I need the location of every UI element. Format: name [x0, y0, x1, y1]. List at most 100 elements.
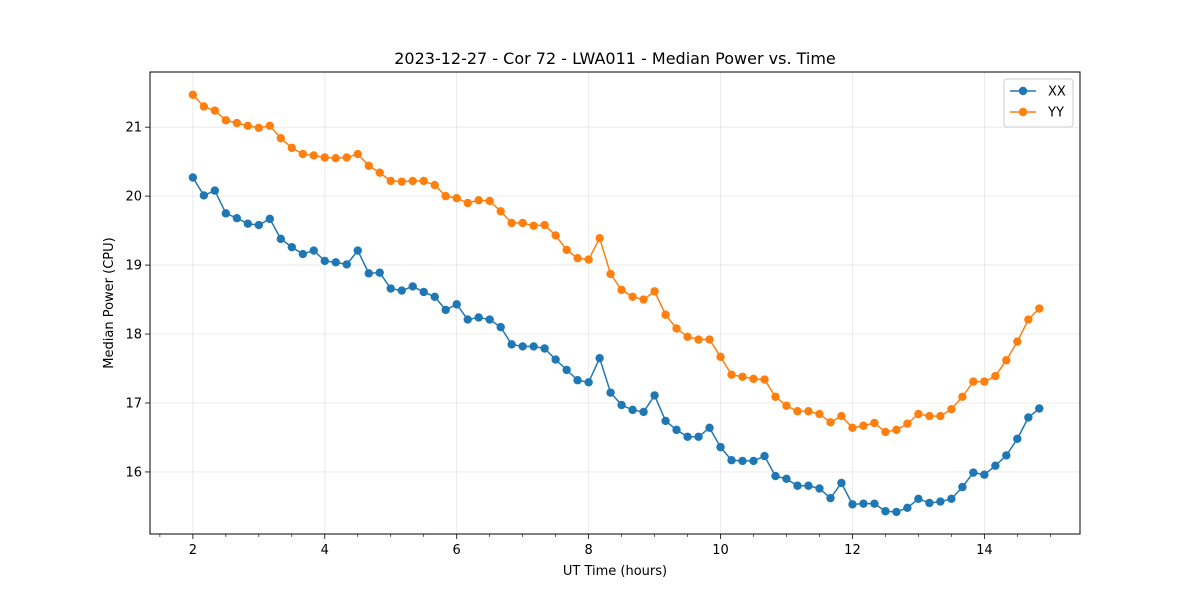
data-point-xx	[496, 322, 505, 332]
data-point-yy	[562, 245, 571, 255]
data-point-yy	[892, 425, 901, 435]
data-point-yy	[804, 407, 813, 416]
y-tick-label: 16	[125, 465, 142, 480]
data-point-xx	[320, 256, 329, 266]
data-point-xx	[309, 246, 318, 255]
legend: XX YY	[1003, 78, 1074, 128]
data-point-xx	[826, 493, 835, 503]
data-point-xx	[353, 246, 362, 255]
data-point-yy	[496, 207, 505, 216]
data-point-yy	[463, 198, 472, 208]
data-point-xx	[782, 474, 791, 484]
data-point-yy	[573, 253, 582, 263]
data-point-yy	[309, 151, 318, 160]
data-point-yy	[749, 374, 758, 384]
data-point-yy	[276, 134, 285, 143]
data-point-yy	[1035, 304, 1044, 313]
data-point-xx	[1024, 413, 1033, 422]
legend-marker-yy	[1018, 107, 1028, 117]
data-point-yy	[903, 419, 912, 428]
data-point-yy	[991, 371, 1000, 381]
data-point-xx	[760, 451, 769, 461]
data-point-yy	[529, 221, 538, 230]
data-point-xx	[331, 258, 340, 267]
data-point-yy	[914, 409, 923, 419]
data-point-yy	[265, 121, 275, 130]
data-point-xx	[595, 353, 604, 363]
data-point-xx	[639, 407, 648, 417]
data-point-xx	[892, 507, 901, 517]
data-point-xx	[881, 507, 890, 516]
data-point-yy	[958, 392, 967, 401]
data-point-yy	[650, 287, 659, 296]
data-point-xx	[1035, 404, 1044, 413]
data-point-xx	[386, 284, 395, 293]
x-axis-label: UT Time (hours)	[563, 564, 667, 579]
data-point-xx	[925, 498, 934, 508]
data-point-xx	[474, 313, 483, 322]
series-layer	[188, 90, 1044, 517]
data-point-yy	[353, 149, 362, 159]
data-point-xx	[771, 471, 780, 481]
data-point-yy	[969, 377, 978, 386]
plot-area-frame	[149, 71, 1081, 535]
data-point-yy	[628, 292, 637, 301]
data-point-xx	[221, 209, 231, 218]
data-point-xx	[848, 500, 857, 509]
data-point-yy	[727, 370, 736, 379]
data-point-xx	[243, 219, 253, 228]
data-point-xx	[287, 242, 297, 252]
data-point-yy	[595, 233, 604, 243]
data-point-xx	[738, 456, 747, 466]
data-point-yy	[870, 418, 879, 428]
data-point-yy	[364, 161, 373, 170]
x-tick-label: 10	[712, 543, 729, 558]
y-tick-label: 19	[125, 259, 142, 274]
data-point-yy	[925, 411, 934, 421]
data-point-yy	[232, 118, 242, 128]
data-point-yy	[980, 377, 989, 386]
data-point-xx	[804, 481, 813, 490]
data-point-xx	[518, 342, 527, 351]
data-point-yy	[485, 196, 494, 206]
x-tick-label: 6	[453, 543, 461, 558]
data-point-xx	[529, 342, 538, 351]
data-point-xx	[936, 497, 945, 506]
data-point-xx	[276, 234, 285, 244]
data-point-xx	[837, 478, 846, 488]
data-point-xx	[364, 269, 373, 278]
data-point-xx	[408, 282, 417, 291]
data-point-xx	[705, 423, 714, 433]
data-point-xx	[562, 365, 571, 375]
data-point-xx	[210, 186, 220, 195]
data-point-xx	[342, 260, 351, 269]
data-point-xx	[991, 461, 1000, 470]
data-point-yy	[947, 404, 956, 414]
legend-label-yy: YY	[1047, 106, 1064, 121]
data-point-xx	[980, 470, 989, 479]
data-point-xx	[672, 425, 681, 435]
data-point-yy	[848, 423, 857, 433]
data-point-xx	[441, 305, 450, 315]
data-point-xx	[265, 214, 275, 224]
data-point-xx	[683, 432, 692, 441]
data-point-xx	[694, 432, 703, 441]
data-point-xx	[573, 376, 582, 385]
data-point-xx	[430, 292, 439, 301]
data-point-yy	[705, 335, 714, 344]
data-point-yy	[672, 324, 681, 333]
data-point-xx	[958, 482, 967, 492]
data-point-yy	[210, 106, 220, 115]
data-point-yy	[375, 168, 384, 177]
data-point-xx	[661, 416, 670, 426]
data-point-yy	[287, 143, 297, 153]
data-point-yy	[397, 177, 406, 186]
data-point-xx	[870, 499, 879, 508]
data-point-yy	[298, 149, 308, 159]
data-point-xx	[628, 405, 637, 415]
data-point-xx	[507, 340, 516, 349]
data-point-yy	[738, 372, 747, 381]
data-point-xx	[298, 249, 308, 259]
